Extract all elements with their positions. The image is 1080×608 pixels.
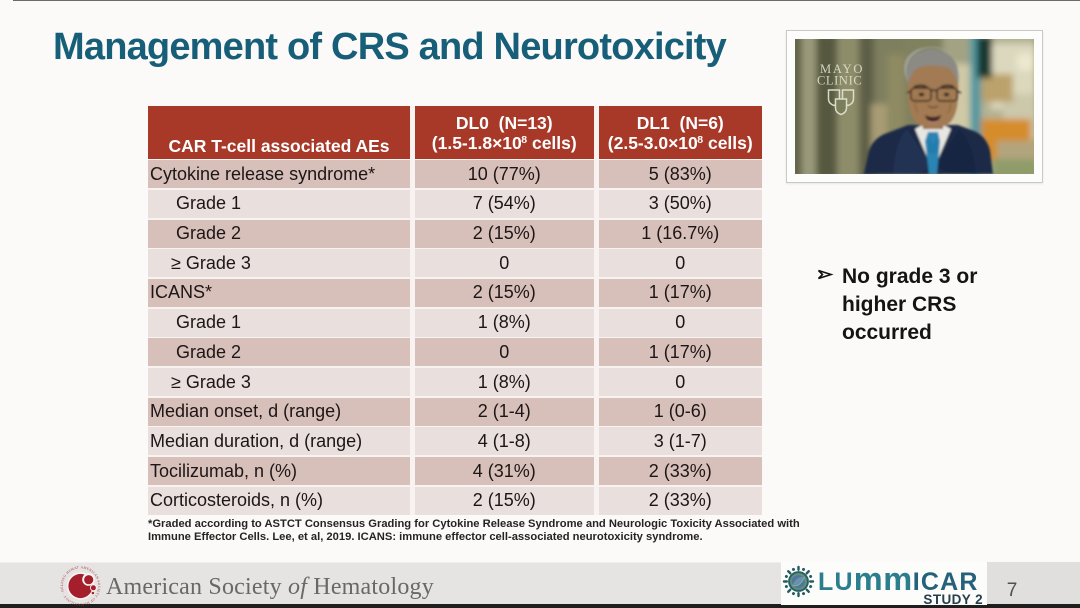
svg-text:CLINIC: CLINIC — [817, 74, 862, 88]
svg-text:MAYO: MAYO — [820, 62, 864, 76]
